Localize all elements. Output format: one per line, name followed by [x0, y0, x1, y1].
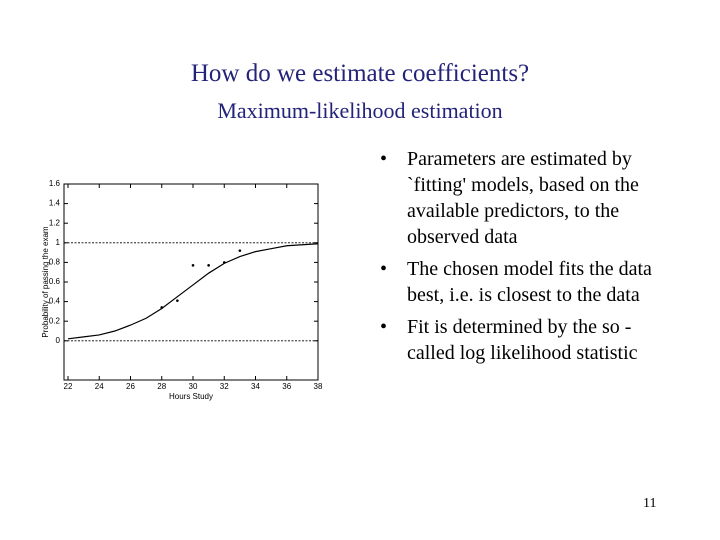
bullet-list: Parameters are estimated by `fitting' mo…	[380, 146, 675, 372]
x-tick-label: 34	[251, 382, 260, 391]
page-number: 11	[643, 496, 657, 511]
y-tick-label: 1	[56, 238, 61, 247]
bullet: Parameters are estimated by `fitting' mo…	[380, 146, 675, 250]
y-axis-label: Probability of passing the exam	[41, 226, 50, 338]
x-tick-label: 38	[314, 382, 323, 391]
x-tick-label: 28	[157, 382, 166, 391]
x-tick-label: 24	[95, 382, 104, 391]
bullet: Fit is determined by the so -called log …	[380, 314, 675, 366]
fitted-curve	[67, 243, 319, 340]
y-tick-label: 1.4	[49, 199, 61, 208]
x-tick-label: 32	[220, 382, 229, 391]
x-tick-label: 26	[126, 382, 135, 391]
y-tick-label: 0.2	[49, 316, 61, 325]
data-point	[191, 264, 195, 267]
x-tick-label: 22	[64, 382, 73, 391]
y-tick-label: 0.8	[49, 258, 61, 267]
chart: Hours Study Probability of passing the e…	[41, 179, 323, 401]
slide-title: How do we estimate coefficients?	[190, 60, 530, 87]
data-point	[207, 264, 210, 267]
x-tick-label: 36	[282, 382, 291, 391]
data-point	[176, 299, 179, 302]
y-tick-label: 0.6	[49, 277, 61, 286]
y-tick-label: 0.4	[49, 297, 61, 306]
x-tick-label: 30	[189, 382, 198, 391]
y-tick-label: 0	[56, 336, 61, 345]
x-axis-label: Hours Study	[169, 392, 213, 401]
data-point	[238, 249, 242, 252]
y-tick-label: 1.2	[49, 218, 61, 227]
plot-frame	[63, 183, 319, 381]
slide-subtitle: Maximum-likelihood estimation	[217, 98, 503, 123]
bullet: The chosen model fits the data best, i.e…	[380, 256, 675, 308]
y-tick-label: 1.6	[49, 179, 61, 188]
